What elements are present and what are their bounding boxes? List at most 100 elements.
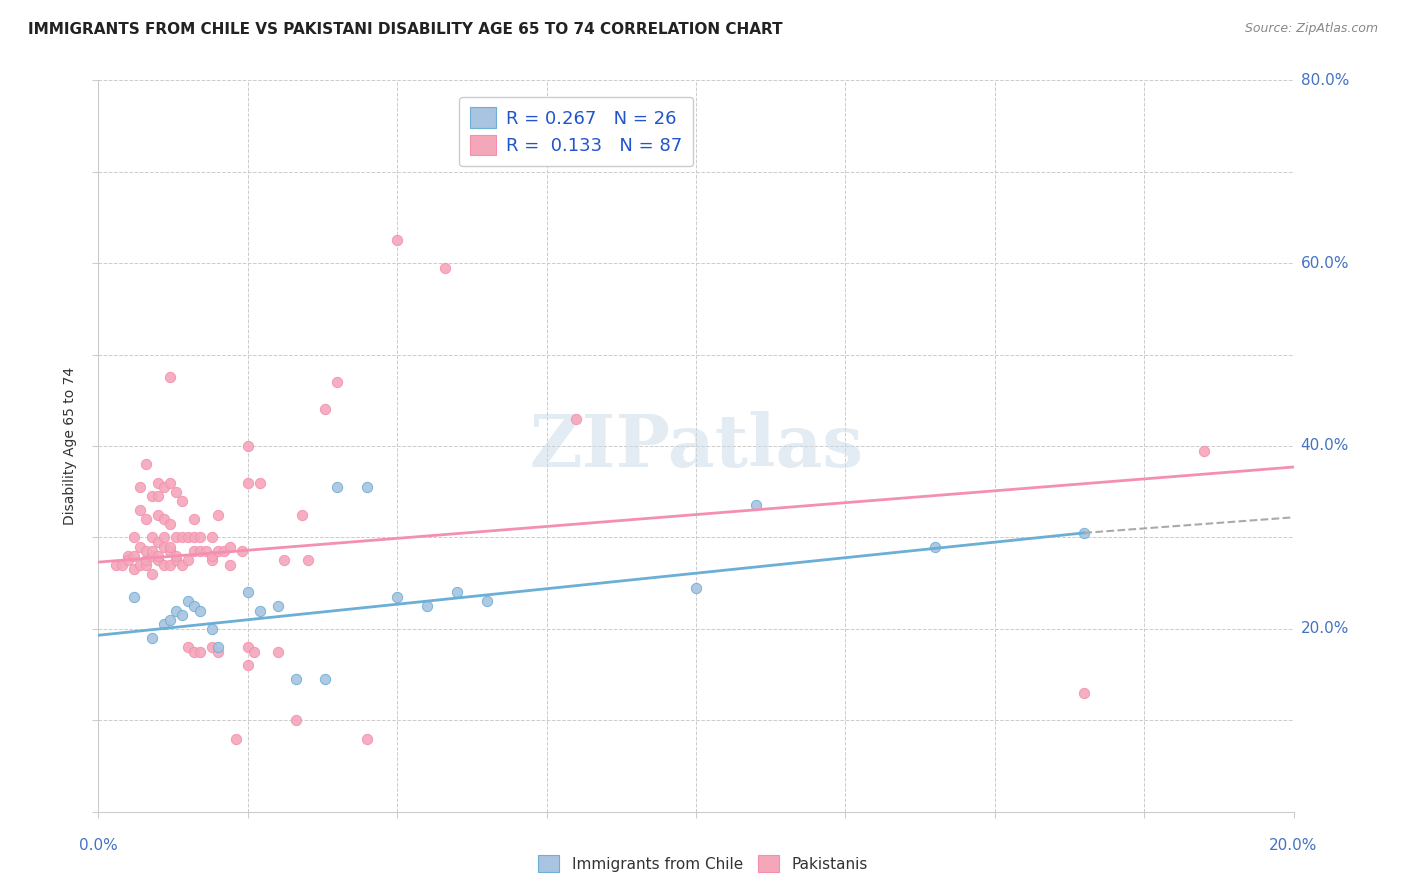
Point — [231, 544, 253, 558]
Text: 60.0%: 60.0% — [1301, 256, 1348, 270]
Point — [201, 553, 224, 567]
Point — [124, 549, 146, 563]
Point — [201, 549, 224, 563]
Point — [1073, 686, 1095, 700]
Point — [124, 562, 146, 576]
Text: IMMIGRANTS FROM CHILE VS PAKISTANI DISABILITY AGE 65 TO 74 CORRELATION CHART: IMMIGRANTS FROM CHILE VS PAKISTANI DISAB… — [28, 22, 783, 37]
Point — [225, 731, 247, 746]
Point — [434, 260, 457, 275]
Y-axis label: Disability Age 65 to 74: Disability Age 65 to 74 — [63, 367, 77, 525]
Text: ZIPatlas: ZIPatlas — [529, 410, 863, 482]
Point — [135, 553, 157, 567]
Point — [565, 411, 588, 425]
Point — [219, 540, 242, 554]
Point — [416, 599, 439, 613]
Point — [148, 475, 170, 490]
Text: 20.0%: 20.0% — [1270, 838, 1317, 854]
Point — [117, 549, 139, 563]
Legend: R = 0.267   N = 26, R =  0.133   N = 87: R = 0.267 N = 26, R = 0.133 N = 87 — [460, 96, 693, 166]
Point — [267, 599, 290, 613]
Point — [183, 645, 205, 659]
Point — [188, 645, 211, 659]
Point — [165, 530, 187, 544]
Point — [177, 640, 200, 655]
Point — [924, 540, 946, 554]
Point — [148, 489, 170, 503]
Point — [207, 508, 229, 522]
Point — [141, 631, 163, 645]
Point — [385, 590, 409, 604]
Point — [385, 233, 409, 247]
Point — [356, 731, 378, 746]
Point — [297, 553, 319, 567]
Point — [117, 553, 139, 567]
Point — [148, 535, 170, 549]
Point — [236, 585, 259, 599]
Legend: Immigrants from Chile, Pakistanis: Immigrants from Chile, Pakistanis — [530, 847, 876, 880]
Point — [159, 540, 181, 554]
Point — [141, 567, 163, 582]
Point — [172, 558, 194, 572]
Point — [172, 493, 194, 508]
Point — [315, 402, 337, 417]
Text: Source: ZipAtlas.com: Source: ZipAtlas.com — [1244, 22, 1378, 36]
Point — [153, 617, 176, 632]
Point — [290, 508, 312, 522]
Point — [129, 540, 152, 554]
Point — [135, 458, 157, 472]
Point — [183, 544, 205, 558]
Point — [153, 530, 176, 544]
Point — [172, 608, 194, 623]
Point — [236, 475, 259, 490]
Point — [183, 530, 205, 544]
Point — [111, 558, 134, 572]
Point — [148, 508, 170, 522]
Point — [165, 549, 187, 563]
Point — [148, 549, 170, 563]
Point — [212, 544, 235, 558]
Point — [141, 549, 163, 563]
Point — [685, 581, 707, 595]
Text: 0.0%: 0.0% — [79, 838, 118, 854]
Point — [236, 640, 259, 655]
Point — [201, 622, 224, 636]
Point — [124, 530, 146, 544]
Point — [188, 544, 211, 558]
Point — [475, 594, 498, 608]
Text: 40.0%: 40.0% — [1301, 439, 1348, 453]
Point — [177, 530, 200, 544]
Point — [124, 590, 146, 604]
Point — [141, 489, 163, 503]
Point — [249, 475, 271, 490]
Point — [183, 512, 205, 526]
Point — [165, 553, 187, 567]
Point — [446, 585, 468, 599]
Point — [273, 553, 295, 567]
Text: 20.0%: 20.0% — [1301, 622, 1348, 636]
Point — [236, 658, 259, 673]
Point — [135, 544, 157, 558]
Point — [129, 480, 152, 494]
Point — [326, 480, 349, 494]
Point — [153, 512, 176, 526]
Point — [207, 640, 229, 655]
Point — [1192, 443, 1215, 458]
Point — [165, 484, 187, 499]
Point — [326, 375, 349, 389]
Point — [129, 558, 152, 572]
Text: 80.0%: 80.0% — [1301, 73, 1348, 87]
Point — [188, 530, 211, 544]
Point — [236, 439, 259, 453]
Point — [105, 558, 128, 572]
Point — [243, 645, 266, 659]
Point — [356, 480, 378, 494]
Point — [284, 714, 307, 728]
Point — [159, 558, 181, 572]
Point — [207, 645, 229, 659]
Point — [159, 613, 181, 627]
Point — [284, 672, 307, 686]
Point — [159, 544, 181, 558]
Point — [172, 530, 194, 544]
Point — [249, 603, 271, 617]
Point — [745, 499, 768, 513]
